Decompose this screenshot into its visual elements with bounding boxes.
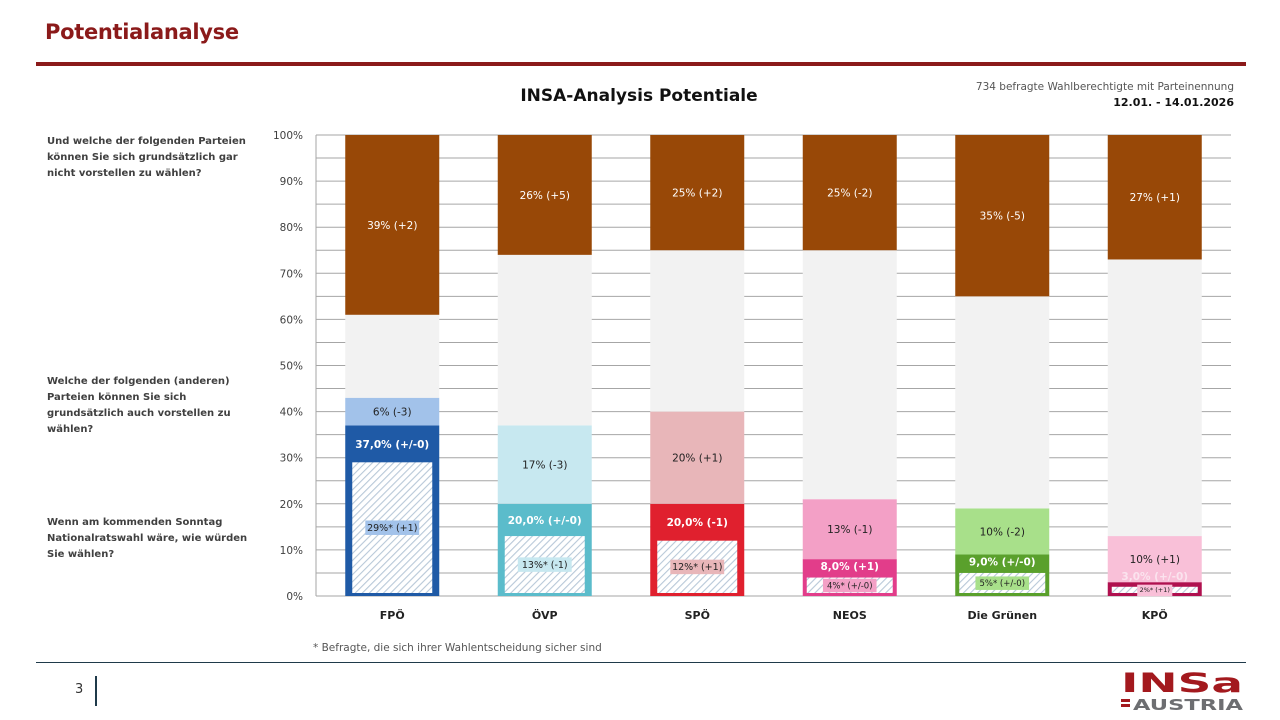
y-tick-label: 100% — [273, 130, 303, 142]
sure-voters-label: 2%* (+1) — [1140, 586, 1170, 594]
x-tick-label: FPÖ — [380, 608, 405, 622]
bar-segment-rest — [650, 250, 745, 412]
segment-label: 17% (-3) — [522, 460, 567, 472]
sure-voters-label-bg — [365, 520, 420, 535]
bar-segment-rest — [345, 314, 440, 398]
segment-label: 13% (-1) — [827, 524, 872, 536]
x-tick-label: Die Grünen — [967, 609, 1037, 622]
bar-segment-rest — [1107, 259, 1202, 537]
bar-segment-potential — [802, 499, 897, 560]
logo-austria-text: AUSTRIA — [1133, 696, 1244, 714]
bar-segment-potential — [1107, 536, 1202, 583]
x-tick-label: NEOS — [833, 609, 867, 622]
bar-segment-ausgeschlossen — [1107, 135, 1202, 260]
sure-voters-label: 29%* (+1) — [367, 523, 417, 534]
y-tick-label: 70% — [280, 268, 303, 280]
y-tick-label: 40% — [280, 407, 303, 419]
segment-label: 26% (+5) — [520, 190, 570, 202]
segment-label: 37,0% (+/-0) — [355, 439, 429, 451]
page-number: 3 — [75, 682, 84, 697]
y-tick-label: 90% — [280, 176, 303, 188]
sure-voters-label: 13%* (-1) — [522, 560, 568, 571]
segment-label: 39% (+2) — [367, 220, 417, 232]
x-tick-label: KPÖ — [1142, 608, 1168, 622]
y-tick-label: 60% — [280, 314, 303, 326]
y-tick-label: 50% — [280, 361, 303, 373]
sample-size: 734 befragte Wahlberechtigte mit Partein… — [975, 81, 1234, 93]
segment-label: 10% (-2) — [980, 526, 1025, 538]
bar-segment-ausgeschlossen — [650, 135, 745, 251]
logo-dash-1 — [1121, 699, 1130, 702]
segment-label: 3,0% (+/-0) — [1121, 571, 1188, 583]
sample-info: 734 befragte Wahlberechtigte mit Partein… — [976, 79, 1234, 111]
question-vote: Wenn am kommenden Sonntag Nationalratswa… — [47, 517, 248, 560]
bar-segment-rest — [802, 250, 897, 500]
bars: 29%* (+1) 37,0% (+/-0) 6% (-3) 39% (+2) 13%*… — [345, 135, 1202, 597]
segment-label: 8,0% (+1) — [821, 561, 879, 573]
chart-title: INSA-Analysis Potentiale — [520, 86, 758, 106]
segment-label: 35% (-5) — [980, 211, 1025, 223]
footnote: * Befragte, die sich ihrer Wahlentscheid… — [313, 642, 602, 654]
segment-label: 6% (-3) — [373, 407, 412, 419]
segment-label: 25% (+2) — [672, 188, 722, 200]
title-divider — [36, 62, 1246, 66]
page-title: Potentialanalyse — [45, 20, 239, 44]
sure-voters-label: 5%* (+/-0) — [979, 579, 1025, 589]
segment-label: 9,0% (+/-0) — [969, 557, 1036, 569]
sure-voters-label-bg — [975, 576, 1030, 590]
chart-title-wrap: INSA-Analysis Potentiale — [0, 86, 1280, 106]
sure-voters-label-bg — [822, 578, 877, 593]
insa-austria-logo: INSa AUSTRIA — [1121, 668, 1244, 714]
question-never: Und welche der folgenden Parteien können… — [47, 136, 246, 179]
x-tick-label: SPÖ — [685, 608, 710, 622]
survey-dates: 12.01. - 14.01.2026 — [1113, 96, 1234, 109]
y-tick-label: 0% — [286, 591, 303, 603]
bar-segment-rest — [955, 296, 1050, 509]
bar-segment-potential — [345, 397, 440, 426]
segment-label: 10% (+1) — [1130, 554, 1180, 566]
bar-segment-ausgeschlossen — [802, 135, 897, 251]
question-potential: Welche der folgenden (anderen) Parteien … — [47, 376, 231, 435]
logo-dash-2 — [1121, 704, 1130, 707]
segment-label: 20,0% (-1) — [667, 517, 728, 529]
sure-voters-label-bg — [1137, 584, 1173, 597]
sure-voters-label: 4%* (+/-0) — [827, 581, 873, 591]
x-tick-label: ÖVP — [532, 608, 558, 622]
bar-segment-ausgeschlossen — [955, 135, 1050, 297]
sure-voters-label: 12%* (+1) — [672, 562, 722, 573]
y-tick-label: 10% — [280, 545, 303, 557]
bar-segment-potential — [650, 411, 745, 504]
page-number-bar — [95, 676, 97, 706]
bar-segment-potential — [955, 508, 1050, 555]
bar-segment-ausgeschlossen — [497, 135, 592, 255]
footer-divider — [36, 662, 1246, 663]
sure-voters-label-bg — [670, 559, 725, 575]
stacked-bar-chart: 29%* (+1) 37,0% (+/-0) 6% (-3) 39% (+2) 13%*… — [273, 130, 1231, 622]
gridlines — [316, 134, 1231, 597]
y-tick-label: 20% — [280, 499, 303, 511]
y-tick-label: 30% — [280, 453, 303, 465]
bar-segment-ausgeschlossen — [345, 135, 440, 315]
logo-insa-text: INSa — [1121, 668, 1243, 699]
segment-label: 27% (+1) — [1130, 192, 1180, 204]
bar-segment-rest — [497, 254, 592, 426]
bar-segment-potential — [497, 425, 592, 504]
segment-label: 20,0% (+/-0) — [508, 515, 582, 527]
sure-voters-label-bg — [517, 557, 572, 572]
segment-label: 20% (+1) — [672, 453, 722, 465]
axes: 0% 10% 20% 30% 40% 50% 60% 70% 80% 90% 100% FPÖ ÖVP S… — [273, 130, 1168, 622]
y-tick-label: 80% — [280, 222, 303, 234]
segment-label: 25% (-2) — [827, 188, 872, 200]
